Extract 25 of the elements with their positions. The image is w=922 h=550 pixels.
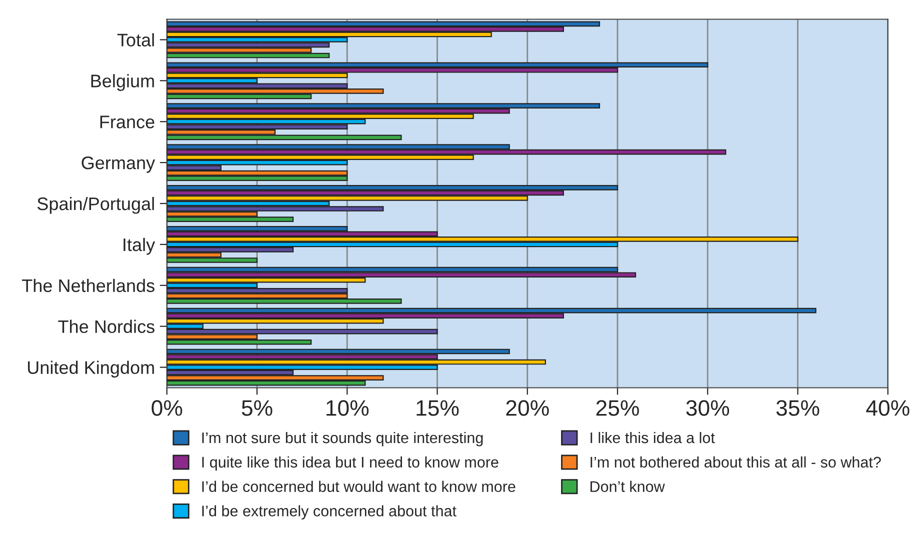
y-tick-label: France (100, 116, 154, 128)
x-tick-label: 15% (416, 400, 459, 416)
y-tick-label: Spain/Portugal (37, 196, 154, 214)
y-tick-label: The Netherlands (22, 278, 154, 292)
x-tick-label: 30% (686, 400, 730, 416)
x-tick-label: 10% (326, 400, 369, 416)
legend-label: I like this idea a lot (590, 432, 715, 444)
x-tick-label: 35% (776, 400, 820, 416)
y-tick-label: Total (117, 33, 154, 46)
legend-label: I’d be extremely concerned about that (202, 505, 456, 520)
legend-label: Don’t know (590, 480, 665, 492)
legend-label: I quite like this idea but I need to know more (202, 456, 498, 471)
x-tick-label: 40% (866, 400, 910, 416)
x-tick-label: 5% (242, 400, 272, 416)
legend-label: I’m not sure but it sounds quite interesting (202, 432, 483, 446)
legend-label: I’d be concerned but would want to know more (202, 480, 516, 492)
x-tick-label: 25% (596, 400, 639, 416)
y-tick-label: Italy (124, 238, 156, 255)
y-tick-label: Germany (82, 156, 156, 173)
y-tick-label: United Kingdom (28, 360, 154, 378)
x-tick-label: 0% (152, 400, 182, 416)
x-tick-label: 20% (506, 400, 549, 416)
y-tick-label: Belgium (91, 74, 154, 91)
y-tick-label: The Nordics (58, 320, 154, 334)
legend-label: I’m not bothered about this at all - so what? (590, 456, 881, 468)
